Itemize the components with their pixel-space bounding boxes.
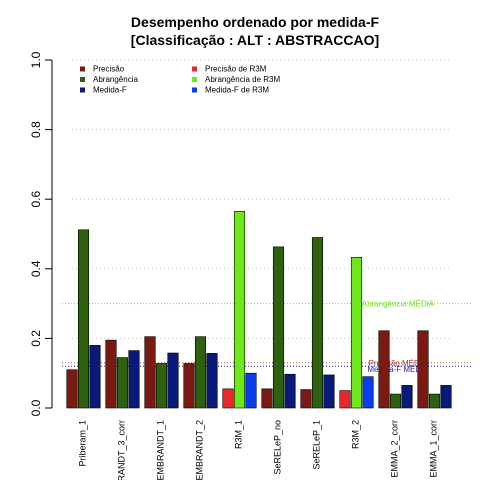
- legend-label: Medida-F de R3M: [205, 86, 269, 95]
- bar: [144, 336, 156, 409]
- y-tick-label: 0.2: [29, 330, 43, 347]
- bar: [66, 369, 78, 409]
- x-category-label: EMBRANDT_2: [195, 420, 205, 480]
- bar: [105, 339, 117, 409]
- legend-label: Abrangência de R3M: [205, 75, 280, 84]
- reference-line-label: Precisão MÉDIA: [369, 359, 428, 368]
- bar: [183, 363, 195, 409]
- bar: [311, 237, 324, 409]
- bar: [339, 390, 351, 409]
- x-category-label: SeRELeP_1: [312, 420, 322, 470]
- bar: [222, 388, 234, 409]
- legend-label: Abrangência: [93, 75, 138, 84]
- bar: [116, 357, 129, 409]
- bar: [417, 330, 429, 409]
- x-category-label: R3M_2: [351, 420, 361, 449]
- x-category-label: EMMA_2_corr: [390, 420, 400, 478]
- bar: [389, 393, 402, 409]
- y-tick-label: 0.0: [29, 399, 43, 416]
- legend-label: Precisão: [93, 65, 125, 74]
- bar: [300, 389, 312, 409]
- chart-title-line2: [Classificação : ALT : ABSTRACCAO]: [131, 32, 379, 48]
- legend-label: Precisão de R3M: [205, 65, 267, 74]
- y-tick-label: 0.6: [29, 191, 43, 208]
- x-category-label: EMMA_1_corr: [429, 420, 439, 478]
- x-category-label: RANDT_3_corr: [117, 420, 127, 480]
- legend-swatch: [80, 87, 85, 93]
- x-category-label: R3M_1: [234, 420, 244, 449]
- bar: [378, 330, 390, 409]
- y-tick-label: 0.4: [29, 260, 43, 277]
- x-axis-labels: Priberam_1 RANDT_3_corr EMBRANDT_1 EMBRANDT…: [78, 420, 439, 480]
- y-tick-label: 0.8: [29, 121, 43, 138]
- bar: [167, 352, 179, 409]
- x-category-label: Priberam_1: [78, 420, 88, 467]
- chart-title-line1: Desempenho ordenado por medida-F: [131, 14, 380, 30]
- y-tick-label: 1.0: [29, 51, 43, 68]
- bar: [77, 229, 90, 409]
- legend-swatch: [192, 66, 197, 72]
- reference-lines: Abrangência MÉDIA Precisão MÉDIAMedida-F …: [62, 300, 472, 374]
- bar: [233, 211, 246, 409]
- reference-line-label: Abrangência MÉDIA: [362, 300, 435, 309]
- bar: [261, 388, 273, 409]
- bar: [128, 350, 140, 409]
- bar: [323, 374, 335, 409]
- legend-label: Medida-F: [93, 86, 127, 95]
- legend-swatch: [192, 87, 197, 93]
- legend-swatch: [80, 77, 85, 82]
- bar: [89, 345, 101, 409]
- bar: [284, 373, 296, 409]
- bar: [245, 372, 257, 409]
- bar: [206, 353, 218, 409]
- legend-swatch: [80, 66, 85, 72]
- bar: [194, 336, 207, 409]
- bar: [272, 246, 285, 409]
- y-axis: 0.0 0.2 0.4 0.6 0.8 1.0: [29, 51, 53, 416]
- bar: [440, 385, 452, 409]
- legend-swatch: [192, 77, 197, 82]
- bars: [66, 211, 452, 409]
- x-category-label: SeRELeP_no: [273, 420, 283, 475]
- bar: [350, 257, 363, 409]
- bar: [362, 376, 374, 409]
- bar: [428, 393, 441, 409]
- bar: [155, 363, 168, 409]
- bar: [401, 385, 413, 409]
- reference-line-label: Medida-F MÉDIA: [367, 365, 429, 374]
- x-category-label: EMBRANDT_1: [156, 420, 166, 480]
